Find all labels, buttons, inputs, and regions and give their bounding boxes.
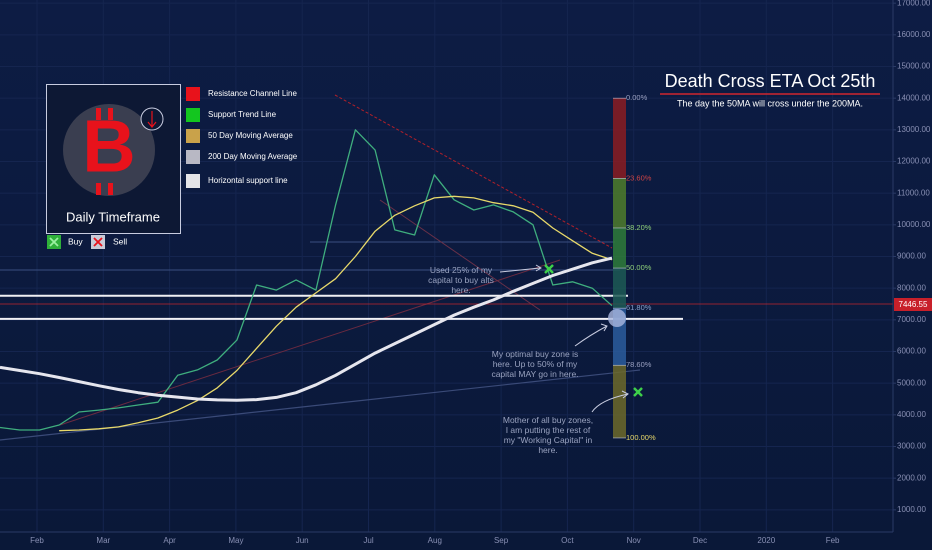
x-tick-label: Oct	[561, 536, 574, 545]
fib-label: 0.00%	[626, 93, 648, 102]
y-tick-label: 4000.00	[897, 410, 926, 419]
legend-swatch	[186, 174, 200, 188]
x-tick-label: Feb	[30, 536, 44, 545]
x-tick-label: Jul	[363, 536, 373, 545]
x-tick-label: Feb	[826, 536, 840, 545]
buy-marker	[633, 387, 643, 397]
trend-arrow	[147, 111, 157, 128]
fib-zone	[613, 178, 626, 228]
legend-swatch	[186, 150, 200, 164]
y-tick-label: 10000.00	[897, 220, 931, 229]
legend-label: Horizontal support line	[208, 176, 288, 185]
buy-zone-circle	[608, 309, 626, 327]
fib-label: 23.60%	[626, 173, 652, 182]
x-tick-label: 2020	[757, 536, 775, 545]
buy-label: Buy	[68, 236, 83, 246]
resistance-channel-line	[334, 94, 613, 249]
y-tick-label: 13000.00	[897, 125, 931, 134]
y-tick-label: 17000.00	[897, 0, 931, 7]
x-tick-label: May	[228, 536, 243, 545]
bitcoin-logo: B	[82, 105, 136, 195]
annotation: Used 25% of my capital to buy alts here.	[428, 265, 494, 295]
legend-label: 200 Day Moving Average	[208, 152, 298, 161]
x-tick-label: Apr	[163, 536, 176, 545]
x-tick-label: Sep	[494, 536, 509, 545]
chart-title: Death Cross ETA Oct 25th	[665, 71, 876, 91]
legend-swatch	[186, 87, 200, 101]
x-tick-label: Mar	[96, 536, 110, 545]
y-tick-label: 3000.00	[897, 442, 926, 451]
y-tick-label: 8000.00	[897, 283, 926, 292]
moving-average	[0, 256, 613, 402]
last-price-label: 7446.55	[899, 300, 928, 309]
fib-zone	[613, 268, 626, 309]
support-trend-line	[59, 259, 561, 426]
fib-label: 50.00%	[626, 263, 652, 272]
y-tick-label: 9000.00	[897, 252, 926, 261]
arrows	[499, 264, 629, 413]
legend-swatch	[186, 108, 200, 122]
logo-caption: Daily Timeframe	[66, 209, 160, 224]
y-tick-label: 16000.00	[897, 30, 931, 39]
y-tick-label: 1000.00	[897, 505, 926, 514]
buy-icon-x	[49, 237, 59, 247]
y-tick-label: 6000.00	[897, 347, 926, 356]
y-tick-label: 7000.00	[897, 315, 926, 324]
buy-marker	[544, 264, 554, 274]
annotation: My optimal buy zone is here. Up to 50% o…	[491, 349, 579, 379]
fib-zone	[613, 227, 626, 269]
legend-label: 50 Day Moving Average	[208, 131, 293, 140]
y-tick-label: 14000.00	[897, 93, 931, 102]
price-line	[0, 129, 613, 431]
fib-label: 38.20%	[626, 223, 652, 232]
legend-label: Support Trend Line	[208, 110, 277, 119]
logo-circle	[63, 104, 155, 196]
x-tick-label: Dec	[693, 536, 707, 545]
y-tick-label: 15000.00	[897, 62, 931, 71]
x-tick-label: Jun	[296, 536, 309, 545]
x-tick-label: Aug	[428, 536, 442, 545]
y-tick-label: 2000.00	[897, 473, 926, 482]
annotation: Mother of all buy zones, I am putting th…	[502, 415, 594, 455]
fib-label: 61.80%	[626, 303, 652, 312]
last-price-tag	[894, 298, 932, 311]
fib-zone	[613, 98, 626, 179]
x-tick-label: Nov	[627, 536, 641, 545]
moving-average	[59, 195, 613, 432]
sell-label: Sell	[113, 236, 127, 246]
fib-zone	[613, 365, 626, 438]
y-tick-label: 11000.00	[897, 188, 930, 197]
fib-label: 78.60%	[626, 360, 652, 369]
legend-label: Resistance Channel Line	[208, 89, 297, 98]
chart-subtitle: The day the 50MA will cross under the 20…	[677, 98, 863, 108]
sell-icon-x	[93, 237, 103, 247]
fib-label: 100.00%	[626, 433, 656, 442]
legend-swatch	[186, 129, 200, 143]
y-tick-label: 5000.00	[897, 378, 926, 387]
y-tick-label: 12000.00	[897, 157, 931, 166]
